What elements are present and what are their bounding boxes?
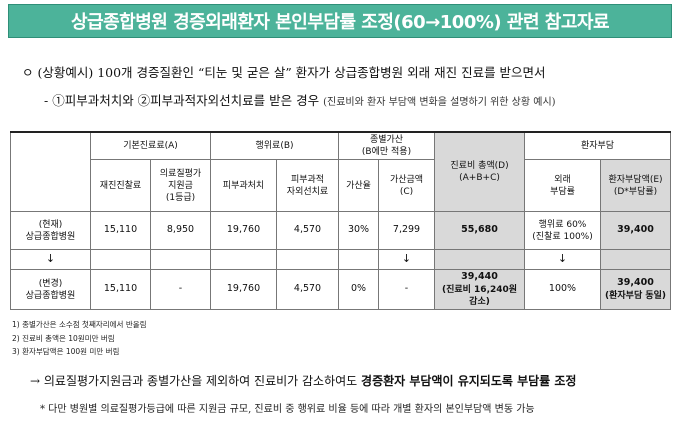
current-revisit: 15,110 — [90, 211, 151, 251]
changed-burden-rate: 100% — [524, 269, 602, 311]
header-total-line1: 진료비 총액(D) — [450, 161, 509, 171]
current-rate: 30% — [338, 211, 380, 251]
conclusion-emphasis: 경증환자 부담액이 유지되도록 부담률 조정 — [361, 374, 577, 388]
row-label-current-line2: 상급종합병원 — [25, 231, 76, 242]
arrow-empty-1 — [90, 249, 151, 271]
row-label-changed: (변경) 상급종합병원 — [10, 269, 91, 311]
row-label-current: (현재) 상급종합병원 — [10, 211, 91, 251]
subheader-support-line1: 의료질평가 — [159, 168, 202, 179]
arrow-label: ↓ — [10, 249, 91, 271]
cost-comparison-table: 기본진료료(A) 행위료(B) 종별가산 (B에만 적용) 진료비 총액(D) … — [10, 131, 672, 311]
table-notes: 1) 종별가산은 소수점 첫째자리에서 반올림 2) 진료비 총액은 10원미만… — [12, 318, 147, 359]
note-3: 3) 환자부담액은 100원 미만 버림 — [12, 347, 120, 356]
changed-rate: 0% — [338, 269, 380, 311]
subheader-uv-line2: 자외선치료 — [286, 186, 329, 197]
arrow-empty-6 — [434, 249, 526, 271]
row-label-changed-line2: 상급종합병원 — [25, 290, 76, 301]
header-total-line2: (A+B+C) — [459, 173, 500, 184]
conclusion: → 의료질평가지원금과 종별가산을 제외하여 진료비가 감소하여도 경증환자 부… — [30, 372, 576, 389]
subheader-burden-amount-line2: (D*부담률) — [613, 186, 658, 197]
subheader-support: 의료질평가 지원금 (1등급) — [150, 159, 211, 213]
arrow-empty-2 — [150, 249, 211, 271]
current-total: 55,680 — [434, 211, 526, 251]
row-label-changed-line1: (변경) — [38, 278, 63, 289]
arrow-empty-7 — [600, 249, 672, 271]
current-burden-rate: 행위료 60% (진찰료 100%) — [524, 211, 602, 251]
current-burden-rate-line1: 행위료 60% — [538, 219, 587, 230]
scenario-line: ㅇ (상황예시) 100개 경증질환인 “티눈 및 굳은 살” 환자가 상급종합… — [22, 65, 546, 80]
header-basic-fee: 기본진료료(A) — [90, 131, 211, 161]
changed-burden-amount: 39,400 (환자부담 동일) — [600, 269, 672, 311]
arrow-empty-4 — [275, 249, 340, 271]
subheader-support-line3: (1등급) — [165, 192, 196, 203]
header-action-fee: 행위료(B) — [209, 131, 340, 161]
changed-amount: - — [378, 269, 436, 311]
document-title: 상급종합병원 경증외래환자 본인부담률 조정(60→100%) 관련 참고자료 — [70, 12, 610, 33]
table-row-arrows: ↓ ↓ ↓ — [10, 249, 672, 271]
current-support: 8,950 — [150, 211, 211, 251]
scenario-detail: - ①피부과처치와 ②피부과적자외선치료를 받은 경우 (진료비와 환자 부담액… — [44, 90, 556, 109]
header-surcharge: 종별가산 (B에만 적용) — [338, 131, 436, 161]
row-label-current-line1: (현재) — [38, 219, 63, 230]
changed-total-value: 39,440 — [461, 271, 498, 283]
current-burden-rate-line2: (진찰료 100%) — [532, 231, 593, 242]
conclusion-prefix: → 의료질평가지원금과 종별가산을 제외하여 진료비가 감소하여도 — [30, 374, 362, 388]
table-row-changed: (변경) 상급종합병원 15,110 - 19,760 4,570 0% - 3… — [10, 269, 672, 311]
note-1: 1) 종별가산은 소수점 첫째자리에서 반올림 — [12, 320, 147, 329]
header-surcharge-line1: 종별가산 — [369, 135, 404, 145]
subheader-amount-line1: 가산금액 — [389, 174, 424, 185]
subheader-burden-amount-line1: 환자부담액(E) — [608, 174, 663, 185]
table-row-current: (현재) 상급종합병원 15,110 8,950 19,760 4,570 30… — [10, 211, 672, 251]
scenario-detail-note: (진료비와 환자 부담액 변화을 설명하기 위한 상황 예시) — [323, 97, 556, 108]
arrow-empty-5 — [338, 249, 380, 271]
subheader-revisit: 재진진찰료 — [90, 159, 151, 213]
current-derm-treatment: 19,760 — [210, 211, 277, 251]
note-2: 2) 진료비 총액은 10원미만 버림 — [12, 333, 115, 343]
title-banner: 상급종합병원 경증외래환자 본인부담률 조정(60→100%) 관련 참고자료 — [8, 4, 672, 38]
arrow-surcharge: ↓ — [378, 249, 436, 271]
subheader-burden-rate: 외래 부담률 — [524, 159, 602, 213]
corner-cell — [10, 131, 91, 213]
changed-support: - — [150, 269, 211, 311]
changed-derm-treatment: 19,760 — [210, 269, 277, 311]
current-uv-therapy: 4,570 — [275, 211, 340, 251]
header-total: 진료비 총액(D) (A+B+C) — [434, 131, 526, 213]
subheader-uv-therapy: 피부과적 자외선치료 — [275, 159, 340, 213]
changed-burden-amount-value: 39,400 — [617, 277, 654, 289]
changed-total: 39,440 (진료비 16,240원 감소) — [434, 269, 526, 311]
current-amount: 7,299 — [378, 211, 436, 251]
changed-revisit: 15,110 — [90, 269, 151, 311]
arrow-burden-rate: ↓ — [524, 249, 602, 271]
footnote: * 다만 병원별 의료질평가등급에 따른 지원금 규모, 진료비 중 행위료 비… — [40, 404, 535, 415]
header-surcharge-line2: (B에만 적용) — [361, 147, 412, 158]
subheader-burden-rate-line1: 외래 — [554, 174, 571, 185]
header-patient-burden: 환자부담 — [524, 131, 672, 161]
subheader-burden-amount: 환자부담액(E) (D*부담률) — [600, 159, 672, 213]
subheader-burden-rate-line2: 부담률 — [550, 186, 575, 197]
subheader-support-line2: 지원금 — [168, 180, 193, 191]
changed-burden-amount-note: (환자부담 동일) — [604, 291, 667, 302]
subheader-amount-line2: (C) — [399, 186, 414, 197]
subheader-derm-treatment: 피부과처치 — [210, 159, 277, 213]
current-burden-amount: 39,400 — [600, 211, 672, 251]
changed-uv-therapy: 4,570 — [275, 269, 340, 311]
subheader-rate: 가산율 — [338, 159, 380, 213]
arrow-empty-3 — [210, 249, 277, 271]
subheader-uv-line1: 피부과적 — [290, 174, 325, 185]
subheader-amount: 가산금액 (C) — [378, 159, 436, 213]
changed-total-note: (진료비 16,240원 감소) — [441, 285, 518, 308]
scenario-detail-main: - ①피부과처치와 ②피부과적자외선치료를 받은 경우 — [44, 93, 320, 108]
